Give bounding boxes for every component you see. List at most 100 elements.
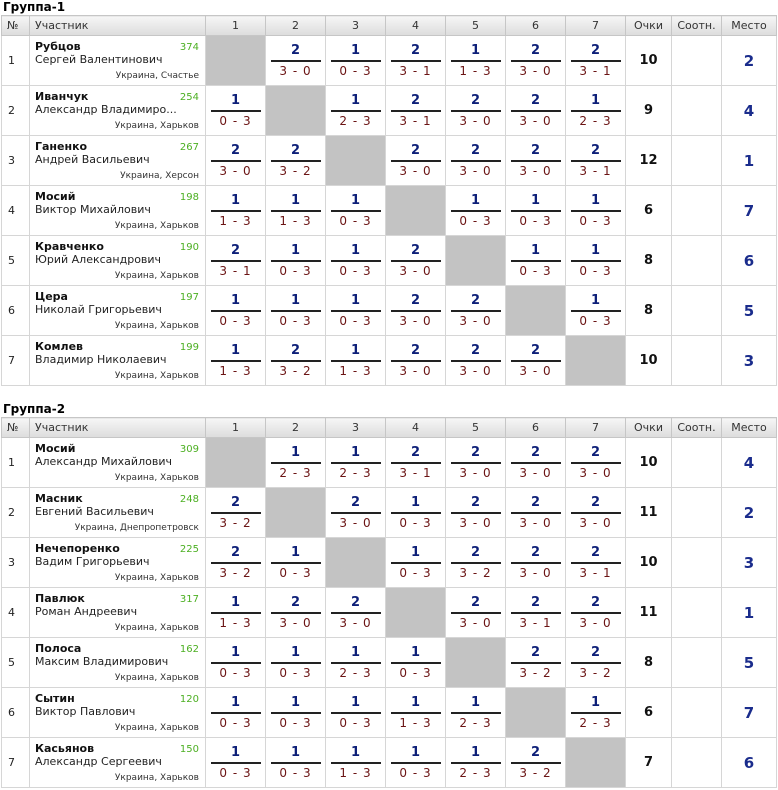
column-header[interactable]: Очки <box>625 417 672 438</box>
match-cell[interactable]: 1 2 - 3 <box>325 437 386 488</box>
match-cell[interactable]: 2 3 - 0 <box>505 437 566 488</box>
column-header[interactable]: Участник <box>29 417 206 438</box>
match-cell[interactable]: 2 3 - 0 <box>445 487 506 538</box>
player-cell[interactable]: Масник 248 Евгений Васильевич Украина, Днеп… <box>29 487 206 538</box>
match-cell[interactable]: 2 3 - 0 <box>565 587 626 638</box>
player-cell[interactable]: Ганенко 267 Андрей Васильевич Украина, Херс… <box>29 135 206 186</box>
match-cell[interactable]: 2 3 - 0 <box>565 487 626 538</box>
column-header[interactable]: Соотн. <box>671 15 722 36</box>
column-header[interactable]: 3 <box>325 15 386 36</box>
player-surname[interactable]: Павлюк <box>35 592 85 605</box>
match-cell[interactable]: 2 3 - 2 <box>205 537 266 588</box>
column-header[interactable]: Участник <box>29 15 206 36</box>
match-cell[interactable]: 1 2 - 3 <box>325 637 386 688</box>
match-cell[interactable]: 1 2 - 3 <box>265 437 326 488</box>
player-surname[interactable]: Иванчук <box>35 90 89 103</box>
column-header[interactable]: 7 <box>565 15 626 36</box>
match-cell[interactable]: 2 3 - 2 <box>505 737 566 788</box>
match-cell[interactable]: 2 3 - 0 <box>505 135 566 186</box>
player-cell[interactable]: Иванчук 254 Александр Владимиро... Украина,… <box>29 85 206 136</box>
player-surname[interactable]: Касьянов <box>35 742 95 755</box>
match-cell[interactable]: 1 2 - 3 <box>565 687 626 738</box>
column-header[interactable]: Очки <box>625 15 672 36</box>
match-cell[interactable]: 1 0 - 3 <box>265 285 326 336</box>
match-cell[interactable]: 1 0 - 3 <box>265 637 326 688</box>
match-cell[interactable]: 1 1 - 3 <box>325 737 386 788</box>
match-cell[interactable]: 1 2 - 3 <box>445 737 506 788</box>
match-cell[interactable]: 2 3 - 0 <box>505 85 566 136</box>
player-surname[interactable]: Ганенко <box>35 140 88 153</box>
match-cell[interactable]: 1 1 - 3 <box>205 335 266 386</box>
column-header[interactable]: 6 <box>505 15 566 36</box>
column-header[interactable]: Соотн. <box>671 417 722 438</box>
match-cell[interactable]: 2 3 - 0 <box>385 335 446 386</box>
column-header[interactable]: 1 <box>205 417 266 438</box>
match-cell[interactable]: 2 3 - 0 <box>505 335 566 386</box>
match-cell[interactable]: 1 0 - 3 <box>325 285 386 336</box>
player-cell[interactable]: Кравченко 190 Юрий Александрович Украина, Х… <box>29 235 206 286</box>
match-cell[interactable]: 1 0 - 3 <box>445 185 506 236</box>
match-cell[interactable]: 2 3 - 1 <box>505 587 566 638</box>
match-cell[interactable]: 2 3 - 2 <box>265 335 326 386</box>
match-cell[interactable]: 2 3 - 2 <box>445 537 506 588</box>
match-cell[interactable]: 1 0 - 3 <box>205 637 266 688</box>
match-cell[interactable]: 2 3 - 1 <box>385 35 446 86</box>
match-cell[interactable]: 2 3 - 2 <box>265 135 326 186</box>
match-cell[interactable]: 2 3 - 0 <box>445 285 506 336</box>
player-surname[interactable]: Масник <box>35 492 83 505</box>
player-cell[interactable]: Павлюк 317 Роман Андреевич Украина, Харьков <box>29 587 206 638</box>
match-cell[interactable]: 1 0 - 3 <box>325 235 386 286</box>
match-cell[interactable]: 2 3 - 0 <box>265 587 326 638</box>
match-cell[interactable]: 1 0 - 3 <box>205 85 266 136</box>
match-cell[interactable]: 2 3 - 0 <box>385 235 446 286</box>
match-cell[interactable]: 2 3 - 0 <box>445 587 506 638</box>
match-cell[interactable]: 1 0 - 3 <box>265 235 326 286</box>
match-cell[interactable]: 2 3 - 0 <box>505 487 566 538</box>
player-cell[interactable]: Рубцов 374 Сергей Валентинович Украина, Сча… <box>29 35 206 86</box>
match-cell[interactable]: 2 3 - 1 <box>565 35 626 86</box>
player-cell[interactable]: Мосий 309 Александр Михайлович Украина, Хар… <box>29 437 206 488</box>
match-cell[interactable]: 2 3 - 1 <box>385 85 446 136</box>
match-cell[interactable]: 1 0 - 3 <box>565 235 626 286</box>
match-cell[interactable]: 2 3 - 2 <box>205 487 266 538</box>
match-cell[interactable]: 2 3 - 0 <box>325 587 386 638</box>
player-surname[interactable]: Нечепоренко <box>35 542 120 555</box>
match-cell[interactable]: 1 1 - 3 <box>325 335 386 386</box>
match-cell[interactable]: 2 3 - 0 <box>445 85 506 136</box>
match-cell[interactable]: 1 0 - 3 <box>385 637 446 688</box>
player-surname[interactable]: Мосий <box>35 442 76 455</box>
column-header[interactable]: 5 <box>445 417 506 438</box>
match-cell[interactable]: 1 1 - 3 <box>205 587 266 638</box>
match-cell[interactable]: 2 3 - 0 <box>445 135 506 186</box>
match-cell[interactable]: 1 2 - 3 <box>325 85 386 136</box>
player-cell[interactable]: Касьянов 150 Александр Сергеевич Украина, Х… <box>29 737 206 788</box>
column-header[interactable]: Место <box>721 15 777 36</box>
player-cell[interactable]: Цера 197 Николай Григорьевич Украина, Харьк… <box>29 285 206 336</box>
match-cell[interactable]: 1 0 - 3 <box>265 737 326 788</box>
column-header[interactable]: 7 <box>565 417 626 438</box>
column-header[interactable]: 1 <box>205 15 266 36</box>
player-surname[interactable]: Мосий <box>35 190 76 203</box>
match-cell[interactable]: 1 1 - 3 <box>265 185 326 236</box>
match-cell[interactable]: 2 3 - 1 <box>565 135 626 186</box>
player-surname[interactable]: Сытин <box>35 692 75 705</box>
match-cell[interactable]: 1 0 - 3 <box>505 185 566 236</box>
player-cell[interactable]: Мосий 198 Виктор Михайлович Украина, Харько… <box>29 185 206 236</box>
player-cell[interactable]: Сытин 120 Виктор Павлович Украина, Харьков <box>29 687 206 738</box>
match-cell[interactable]: 1 0 - 3 <box>385 737 446 788</box>
match-cell[interactable]: 2 3 - 0 <box>565 437 626 488</box>
column-header[interactable]: 6 <box>505 417 566 438</box>
match-cell[interactable]: 2 3 - 0 <box>505 537 566 588</box>
match-cell[interactable]: 2 3 - 1 <box>565 537 626 588</box>
match-cell[interactable]: 1 1 - 3 <box>445 35 506 86</box>
match-cell[interactable]: 2 3 - 0 <box>445 437 506 488</box>
match-cell[interactable]: 1 1 - 3 <box>385 687 446 738</box>
match-cell[interactable]: 2 3 - 0 <box>385 135 446 186</box>
match-cell[interactable]: 1 0 - 3 <box>565 285 626 336</box>
player-surname[interactable]: Рубцов <box>35 40 81 53</box>
match-cell[interactable]: 2 3 - 2 <box>565 637 626 688</box>
match-cell[interactable]: 1 0 - 3 <box>505 235 566 286</box>
column-header[interactable]: 2 <box>265 15 326 36</box>
player-cell[interactable]: Нечепоренко 225 Вадим Григорьевич Украина, … <box>29 537 206 588</box>
match-cell[interactable]: 1 0 - 3 <box>265 687 326 738</box>
